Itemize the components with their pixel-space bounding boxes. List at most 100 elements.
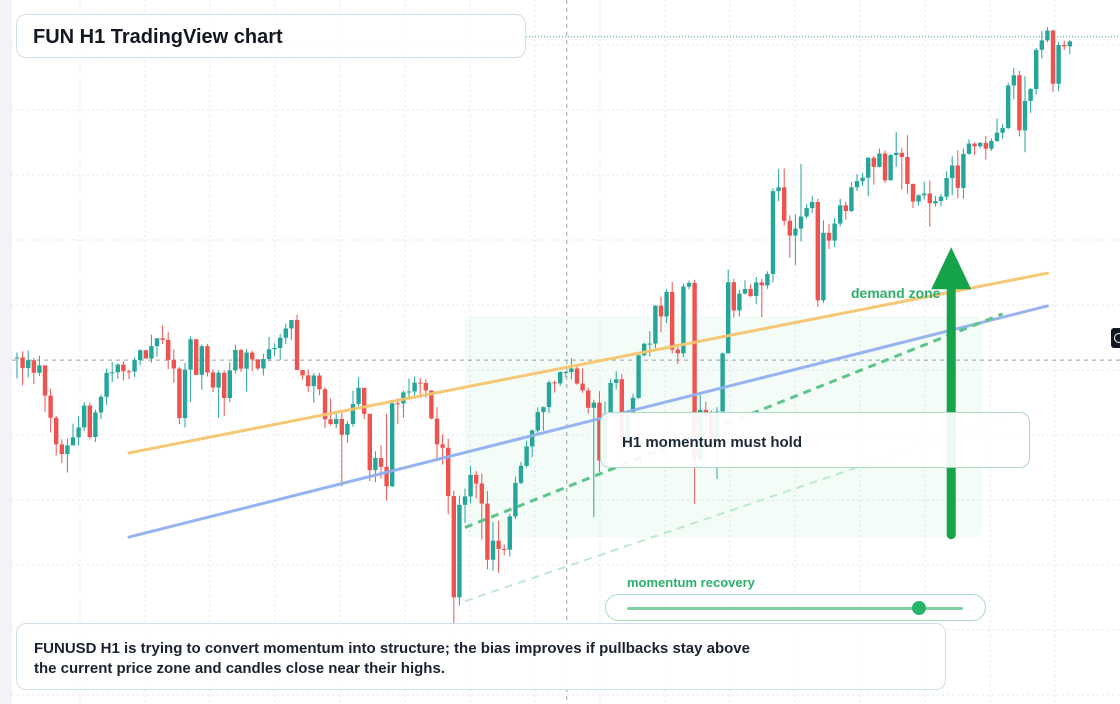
- candle-body: [26, 360, 31, 368]
- candle: [93, 409, 98, 443]
- momentum-recovery-label: momentum recovery: [627, 575, 755, 590]
- candle: [1006, 82, 1011, 129]
- candle: [20, 351, 25, 386]
- candle-body: [373, 457, 378, 471]
- candle: [877, 148, 882, 168]
- candle-body: [681, 286, 686, 354]
- candle-body: [910, 183, 916, 202]
- candle-body: [194, 339, 199, 375]
- candle: [255, 358, 260, 371]
- candle-body: [737, 293, 742, 311]
- candle: [994, 118, 1000, 143]
- candle-body: [586, 390, 591, 408]
- candle-body: [423, 382, 428, 391]
- candle-body: [132, 360, 137, 372]
- candle: [1067, 40, 1072, 55]
- candle: [26, 350, 31, 378]
- candle-body: [854, 181, 860, 188]
- candle-body: [894, 152, 899, 156]
- chart-title: FUN H1 TradingView chart: [33, 26, 283, 48]
- candle-body: [82, 405, 87, 428]
- candle: [748, 284, 753, 298]
- candle-body: [205, 346, 210, 373]
- candle: [210, 369, 216, 393]
- candle: [535, 407, 540, 433]
- candle-body: [810, 201, 815, 209]
- candle-body: [759, 282, 764, 286]
- settings-icon[interactable]: [1111, 328, 1120, 348]
- trendline: [127, 304, 1049, 539]
- candle-body: [888, 155, 893, 181]
- candle: [894, 131, 899, 167]
- candle: [642, 342, 647, 357]
- candle: [888, 154, 893, 181]
- candle: [1050, 29, 1056, 93]
- candle-body: [608, 382, 613, 414]
- candle-body: [345, 423, 350, 435]
- momentum-slider-thumb[interactable]: [912, 601, 927, 615]
- candle-body: [877, 153, 882, 167]
- candle: [882, 150, 888, 184]
- candle-body: [860, 177, 865, 182]
- candle: [978, 142, 983, 149]
- candle: [966, 139, 972, 155]
- candle-body: [462, 496, 468, 505]
- candle: [854, 174, 860, 191]
- candle: [821, 220, 826, 304]
- candle-body: [675, 349, 680, 354]
- candle: [524, 440, 529, 468]
- candle-body: [317, 375, 322, 390]
- candle-body: [787, 220, 792, 236]
- candle-body: [76, 427, 81, 438]
- candle-body: [350, 404, 356, 424]
- candle-body: [160, 338, 165, 340]
- candle: [222, 370, 227, 417]
- candle: [1000, 123, 1005, 139]
- candle: [362, 387, 367, 419]
- candle-body: [255, 359, 260, 369]
- candle: [1056, 41, 1061, 92]
- candles: [14, 27, 1072, 648]
- candle: [205, 343, 210, 377]
- candle: [451, 490, 456, 648]
- candle-body: [922, 193, 927, 196]
- dashed-guide: [464, 416, 1003, 603]
- candle: [737, 289, 742, 317]
- candle: [306, 369, 311, 393]
- candle: [300, 369, 305, 380]
- momentum-slider[interactable]: [605, 594, 986, 621]
- candle: [720, 352, 725, 412]
- candle-body: [306, 375, 311, 387]
- candle-body: [849, 187, 854, 212]
- candle-body: [278, 337, 283, 349]
- candle: [866, 157, 871, 197]
- candle-body: [647, 343, 652, 345]
- candle-body: [546, 382, 552, 408]
- candle-body: [199, 346, 204, 375]
- candle-body: [524, 446, 529, 466]
- candle: [664, 288, 669, 324]
- candle: [1017, 70, 1022, 137]
- demand-zone-label: demand zone: [851, 285, 941, 301]
- candle-body: [14, 357, 20, 359]
- candle-body: [54, 417, 59, 445]
- candle: [810, 196, 815, 213]
- candle: [289, 320, 294, 340]
- candle-body: [42, 365, 48, 396]
- candle-body: [479, 483, 484, 504]
- candle: [373, 451, 378, 483]
- candle-body: [238, 349, 244, 369]
- candle: [138, 349, 143, 366]
- candle: [434, 407, 440, 462]
- candle: [563, 371, 568, 378]
- candle-body: [272, 348, 277, 350]
- candle-body: [664, 291, 669, 317]
- candle: [76, 416, 81, 446]
- candle: [311, 372, 316, 403]
- candle-body: [614, 379, 619, 383]
- candle-body: [748, 288, 753, 297]
- momentum-callout-text: H1 momentum must hold: [622, 434, 803, 451]
- candle: [406, 378, 412, 400]
- candle-body: [1022, 100, 1028, 131]
